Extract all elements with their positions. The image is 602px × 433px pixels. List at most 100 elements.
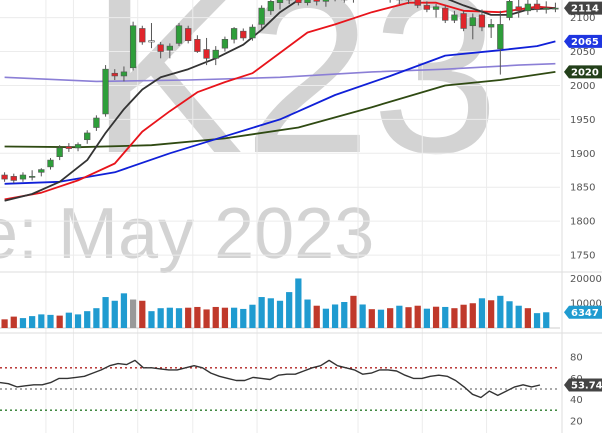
- candle-2: [19, 172, 27, 182]
- candle-26: [240, 28, 247, 41]
- price-candles: [1, 0, 559, 184]
- candle-55: [506, 0, 513, 21]
- volume-bar-57: [524, 308, 531, 328]
- volume-bar-8: [74, 314, 82, 328]
- candle-5: [47, 158, 54, 170]
- volume-bar-9: [84, 311, 91, 328]
- volume-badge: 6347: [564, 305, 602, 319]
- candle-16: [148, 23, 155, 49]
- candle-body-35: [322, 0, 330, 2]
- candle-52: [478, 9, 486, 32]
- candle-body-21: [194, 39, 201, 52]
- volume-bar-19: [175, 308, 183, 328]
- candle-body-14: [129, 25, 137, 69]
- candle-13: [120, 66, 128, 82]
- volume-bar-49: [451, 308, 458, 328]
- candle-body-51: [469, 17, 476, 27]
- volume-bar-39: [359, 304, 366, 328]
- candle-42: [389, 0, 391, 3]
- volume-bar-50: [460, 304, 467, 328]
- price-tick-2100: 2100: [570, 13, 595, 24]
- candle-33: [304, 0, 311, 6]
- candle-10: [93, 115, 100, 131]
- volume-bar-38: [350, 295, 357, 328]
- volume-tick-10000: 10000: [570, 299, 602, 310]
- candle-body-10: [93, 117, 100, 128]
- volume-bar-4: [38, 314, 45, 328]
- volume-bar-58: [533, 313, 541, 328]
- price-tick-1950: 1950: [570, 115, 595, 126]
- volume-bar-40: [368, 309, 375, 328]
- candle-body-46: [423, 5, 431, 10]
- line-sma_mid: [4, 1, 556, 201]
- moving-average-lines: [4, 0, 556, 202]
- candle-29: [267, 0, 274, 15]
- rsi-line: [0, 359, 541, 399]
- price-badge-label-2: 2020: [571, 67, 599, 78]
- price-tick-1750: 1750: [570, 251, 595, 262]
- candle-body-28: [258, 7, 265, 25]
- price-tick-1800: 1800: [570, 217, 595, 228]
- price-badge-2020: 2020: [564, 65, 602, 78]
- volume-bar-21: [194, 306, 201, 328]
- volume-bar-44: [405, 307, 412, 328]
- candle-body-33: [304, 0, 311, 3]
- volume-bar-15: [139, 300, 146, 328]
- volume-bar-24: [221, 307, 229, 328]
- candle-body-8: [74, 144, 82, 149]
- candle-43: [396, 0, 403, 5]
- candle-59: [543, 1, 550, 14]
- candle-1: [10, 173, 17, 184]
- candle-body-18: [166, 45, 173, 51]
- candle-body-6: [56, 147, 63, 157]
- candle-6: [56, 145, 63, 161]
- candle-body-13: [120, 71, 128, 77]
- price-badge-shape-0: [564, 1, 602, 15]
- candle-11: [102, 65, 109, 117]
- volume-bar-23: [212, 306, 219, 328]
- candle-body-50: [460, 13, 467, 29]
- volume-bar-5: [47, 314, 54, 328]
- candle-body-19: [175, 25, 183, 44]
- volume-bar-18: [166, 307, 173, 328]
- rsi-tick-20: 20: [570, 416, 583, 427]
- candle-12: [111, 69, 118, 81]
- candle-34: [313, 0, 320, 6]
- volume-bar-29: [267, 298, 274, 328]
- candle-body-29: [267, 1, 274, 12]
- volume-bar-2: [19, 318, 27, 328]
- candle-17: [157, 42, 164, 59]
- volume-bar-51: [469, 303, 476, 328]
- volume-bar-33: [304, 299, 311, 328]
- volume-bar-7: [65, 312, 72, 328]
- volume-bar-10: [93, 308, 100, 328]
- volume-bar-13: [120, 293, 128, 328]
- rsi-tick-40: 40: [570, 395, 583, 406]
- candle-30: [276, 0, 284, 10]
- volume-bar-1: [10, 316, 17, 328]
- volume-bar-20: [185, 307, 192, 328]
- candle-21: [194, 35, 201, 53]
- candle-body-58: [533, 3, 541, 10]
- candle-57: [524, 0, 532, 15]
- volume-bar-45: [414, 305, 421, 328]
- price-badge-shape-1: [564, 34, 602, 48]
- candle-body-17: [157, 44, 164, 52]
- candle-body-54: [497, 24, 504, 50]
- price-tick-1850: 1850: [570, 183, 595, 194]
- volume-bar-35: [322, 308, 330, 328]
- candle-60: [552, 2, 559, 13]
- volume-bar-22: [203, 309, 210, 328]
- candle-0: [1, 172, 8, 182]
- line-sma_200: [4, 71, 556, 149]
- candle-54: [497, 10, 504, 75]
- candle-body-3: [28, 176, 36, 178]
- rsi-badge-shape: [564, 378, 602, 392]
- rsi-badge: 53.74: [564, 378, 602, 392]
- candle-22: [203, 37, 210, 66]
- candle-body-56: [515, 6, 522, 12]
- line-sma_long: [4, 62, 556, 83]
- watermark: K23 e: May 2023: [0, 0, 499, 274]
- candle-23: [212, 46, 219, 66]
